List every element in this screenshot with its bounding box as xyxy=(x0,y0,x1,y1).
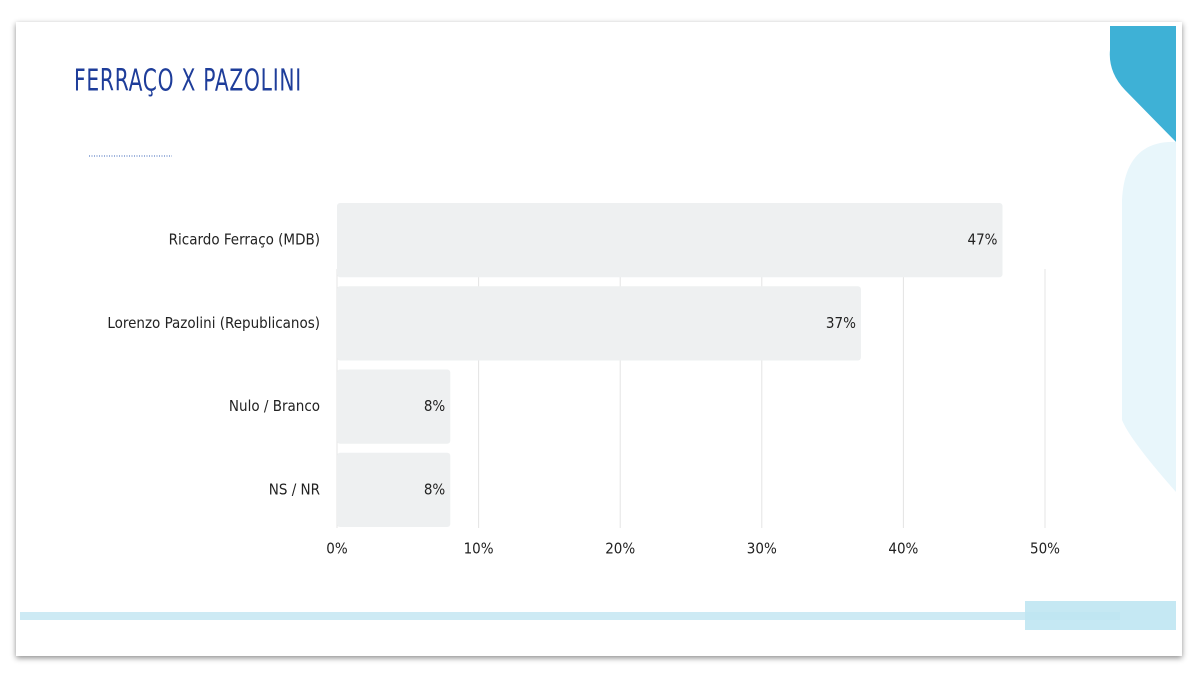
bar xyxy=(337,203,1003,278)
value-label: 8% xyxy=(424,397,446,415)
chart-title: FERRAÇO X PAZOLINI xyxy=(74,63,302,98)
bottom-band xyxy=(20,612,1120,620)
category-label: Ricardo Ferraço (MDB) xyxy=(169,231,320,249)
x-tick-label: 40% xyxy=(888,540,918,558)
corner-decoration xyxy=(1109,26,1176,142)
x-tick-label: 0% xyxy=(326,540,348,558)
x-tick-label: 50% xyxy=(1030,540,1060,558)
category-label: Lorenzo Pazolini (Republicanos) xyxy=(107,314,320,332)
bottom-block xyxy=(1025,601,1176,630)
x-tick-label: 30% xyxy=(747,540,777,558)
x-tick-label: 10% xyxy=(464,540,494,558)
side-decoration xyxy=(1122,141,1176,492)
bar xyxy=(337,369,451,444)
value-label: 47% xyxy=(968,231,998,249)
bar xyxy=(337,286,861,361)
bar xyxy=(337,452,451,527)
category-label: NS / NR xyxy=(269,480,320,498)
x-tick-label: 20% xyxy=(605,540,635,558)
category-label: Nulo / Branco xyxy=(229,397,320,415)
value-label: 8% xyxy=(424,480,446,498)
value-label: 37% xyxy=(826,314,856,332)
